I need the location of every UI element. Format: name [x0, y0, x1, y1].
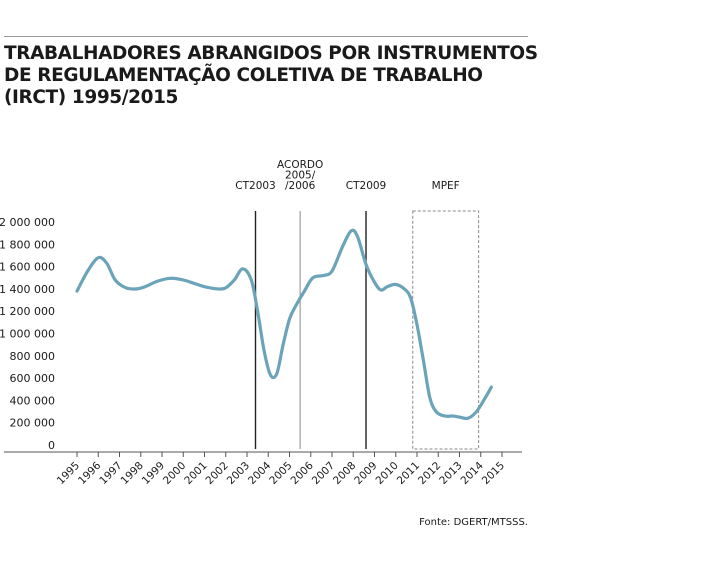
- event-label: 2005/: [285, 170, 316, 182]
- x-tick-label: 2008: [331, 460, 358, 487]
- top-rule: [4, 36, 528, 37]
- x-tick-label: 2002: [203, 460, 230, 487]
- y-tick-label: 1 200 000: [0, 305, 55, 318]
- y-tick-label: 1 800 000: [0, 238, 55, 251]
- x-tick-label: 1999: [140, 460, 167, 487]
- x-tick-label: 2007: [310, 460, 337, 487]
- x-tick-label: 2014: [458, 459, 486, 487]
- chart-title-line-1: TRABALHADORES ABRANGIDOS POR INSTRUMENTO…: [4, 43, 538, 64]
- y-tick-label: 0: [48, 439, 55, 452]
- source-note: Fonte: DGERT/MTSSS.: [419, 517, 528, 528]
- region-mpef-box: [412, 210, 480, 450]
- y-tick-label: 1 000 000: [0, 328, 55, 341]
- y-tick-label: 200 000: [10, 417, 56, 430]
- series-line: [75, 228, 493, 421]
- event-label: /2006: [285, 180, 316, 192]
- x-tick-label: 2005: [267, 460, 294, 487]
- x-tick-label: 2012: [416, 460, 443, 487]
- region-mpef-label: MPEF: [432, 180, 460, 192]
- x-tick-label: 2003: [225, 460, 252, 487]
- x-tick-label: 1996: [76, 459, 104, 487]
- x-tick-label: 2004: [246, 459, 274, 487]
- x-tick-label: 2013: [437, 460, 464, 487]
- x-tick-label: 2006: [288, 459, 316, 487]
- x-tick-label: 2001: [182, 460, 209, 487]
- x-tick-label: 1997: [97, 460, 124, 487]
- chart-title-line-3: (IRCT) 1995/2015: [4, 87, 179, 108]
- x-tick-label: 1998: [118, 460, 145, 487]
- x-tick-label: 2011: [395, 460, 422, 487]
- y-tick-label: 1 400 000: [0, 283, 55, 296]
- event-label: ACORDO: [277, 159, 323, 171]
- x-tick-label: 2015: [480, 460, 507, 487]
- chart-title-line-2: DE REGULAMENTAÇÃO COLETIVA DE TRABALHO: [4, 65, 483, 86]
- x-tick-label: 1995: [55, 460, 82, 487]
- x-tick-label: 2010: [373, 460, 400, 487]
- y-tick-label: 800 000: [10, 350, 56, 363]
- y-tick-label: 2 000 000: [0, 216, 55, 229]
- y-tick-label: 400 000: [10, 394, 56, 407]
- y-tick-label: 600 000: [10, 372, 56, 385]
- event-label: CT2009: [346, 180, 386, 192]
- x-tick-label: 2000: [161, 460, 188, 487]
- chart-title: TRABALHADORES ABRANGIDOS POR INSTRUMENTO…: [4, 43, 544, 109]
- x-tick-label: 2009: [352, 460, 379, 487]
- y-tick-label: 1 600 000: [0, 261, 55, 274]
- event-label: CT2003: [235, 180, 275, 192]
